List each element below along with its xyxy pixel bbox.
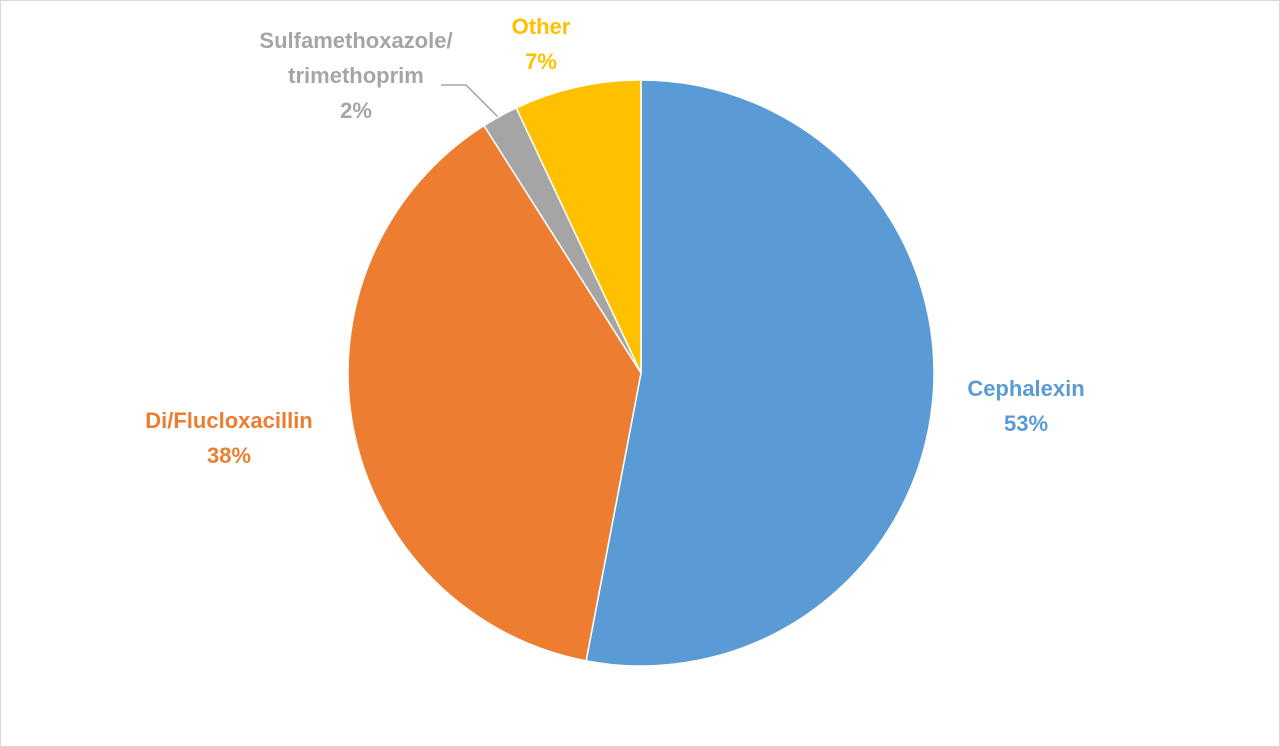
category-label: Di/Flucloxacillin	[145, 408, 313, 433]
pie-slice	[585, 79, 935, 667]
slice-label: Sulfamethoxazole/ trimethoprim 2%	[259, 23, 452, 128]
value-label: 53%	[1003, 411, 1049, 436]
pie-slice	[515, 79, 642, 374]
slice-label: Other 7%	[512, 9, 571, 79]
slice-label: Cephalexin 53%	[967, 371, 1084, 441]
value-label: 38%	[206, 443, 252, 468]
category-label: Sulfamethoxazole/ trimethoprim	[259, 28, 453, 88]
category-label: Cephalexin	[967, 376, 1085, 401]
leader-line	[441, 84, 499, 118]
category-label: Other	[511, 14, 571, 39]
pie-slice	[347, 124, 642, 662]
value-label: 7%	[525, 49, 557, 74]
slice-label: Di/Flucloxacillin 38%	[145, 403, 312, 473]
value-label: 2%	[340, 98, 372, 123]
